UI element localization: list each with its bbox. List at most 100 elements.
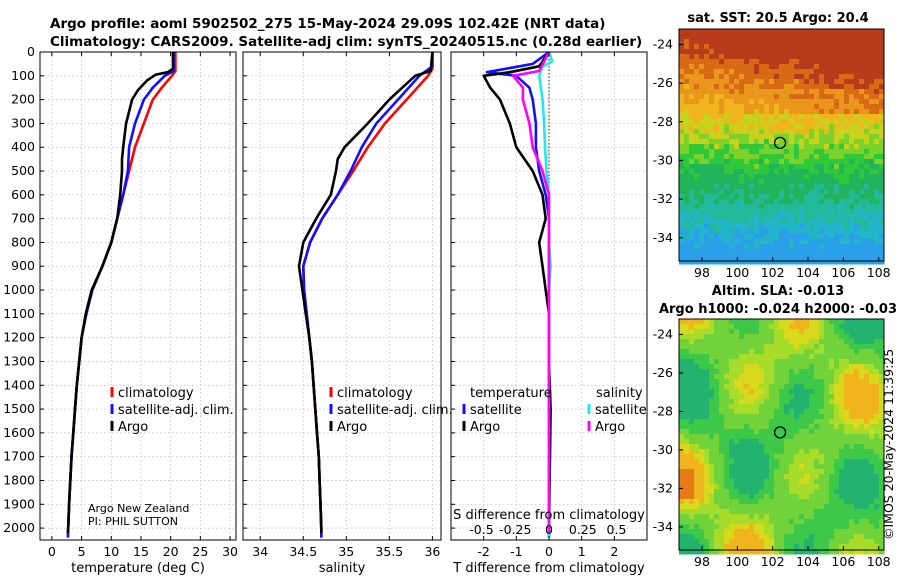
- heatmap-cell: [724, 349, 730, 355]
- heatmap-cell: [814, 184, 820, 190]
- heatmap-cell: [764, 174, 770, 180]
- heatmap-cell: [769, 349, 775, 355]
- heatmap-cell: [694, 134, 700, 140]
- heatmap-cell: [709, 184, 715, 190]
- heatmap-cell: [744, 399, 750, 405]
- heatmap-cell: [749, 119, 755, 125]
- heatmap-cell: [874, 374, 880, 380]
- heatmap-cell: [729, 109, 735, 115]
- heatmap-cell: [734, 379, 740, 385]
- heatmap-cell: [869, 199, 875, 205]
- heatmap-cell: [874, 349, 880, 355]
- heatmap-cell: [809, 29, 815, 35]
- heatmap-cell: [734, 429, 740, 435]
- heatmap-cell: [739, 164, 745, 170]
- heatmap-cell: [704, 179, 710, 185]
- heatmap-cell: [804, 259, 810, 265]
- heatmap-cell: [749, 419, 755, 425]
- heatmap-cell: [804, 529, 810, 535]
- heatmap-cell: [744, 454, 750, 460]
- heatmap-cell: [684, 149, 690, 155]
- heatmap-cell: [874, 524, 880, 530]
- heatmap-cell: [794, 129, 800, 135]
- heatmap-cell: [874, 549, 880, 555]
- heatmap-cell: [679, 479, 685, 485]
- heatmap-cell: [739, 54, 745, 60]
- heatmap-cell: [784, 524, 790, 530]
- heatmap-cell: [749, 344, 755, 350]
- heatmap-cell: [689, 369, 695, 375]
- heatmap-cell: [739, 319, 745, 325]
- heatmap-cell: [749, 339, 755, 345]
- heatmap-cell: [704, 544, 710, 550]
- heatmap-cell: [764, 144, 770, 150]
- heatmap-cell: [764, 44, 770, 50]
- heatmap-cell: [704, 29, 710, 35]
- heatmap-cell: [809, 69, 815, 75]
- heatmap-cell: [829, 479, 835, 485]
- axes-frame: [39, 51, 237, 541]
- heatmap-cell: [854, 34, 860, 40]
- heatmap-cell: [829, 214, 835, 220]
- heatmap-cell: [679, 414, 685, 420]
- heatmap-cell: [704, 344, 710, 350]
- heatmap-cell: [874, 174, 880, 180]
- heatmap-cell: [764, 324, 770, 330]
- heatmap-cell: [804, 69, 810, 75]
- heatmap-cell: [864, 429, 870, 435]
- heatmap-cell: [719, 464, 725, 470]
- heatmap-cell: [809, 514, 815, 520]
- heatmap-cell: [764, 489, 770, 495]
- heatmap-cell: [874, 79, 880, 85]
- heatmap-cell: [824, 394, 830, 400]
- heatmap-cell: [829, 64, 835, 70]
- heatmap-cell: [859, 214, 865, 220]
- heatmap-cell: [689, 374, 695, 380]
- heatmap-cell: [764, 534, 770, 540]
- heatmap-cell: [729, 399, 735, 405]
- heatmap-cell: [839, 89, 845, 95]
- heatmap-cell: [684, 544, 690, 550]
- heatmap-cell: [714, 169, 720, 175]
- heatmap-cell: [789, 104, 795, 110]
- heatmap-cell: [784, 184, 790, 190]
- heatmap-cell: [704, 49, 710, 55]
- heatmap-cell: [789, 464, 795, 470]
- heatmap-cell: [844, 419, 850, 425]
- heatmap-cell: [824, 44, 830, 50]
- heatmap-cell: [849, 139, 855, 145]
- heatmap-cell: [789, 384, 795, 390]
- heatmap-cell: [824, 439, 830, 445]
- heatmap-cell: [859, 159, 865, 165]
- heatmap-cell: [769, 439, 775, 445]
- heatmap-cell: [764, 109, 770, 115]
- heatmap-cell: [779, 139, 785, 145]
- heatmap-cell: [794, 134, 800, 140]
- heatmap-cell: [724, 509, 730, 515]
- heatmap-cell: [874, 119, 880, 125]
- figure-title-line-1: Argo profile: aoml 5902502_275 15-May-20…: [50, 16, 605, 32]
- heatmap-cell: [834, 424, 840, 430]
- heatmap-cell: [754, 504, 760, 510]
- heatmap-cell: [774, 454, 780, 460]
- heatmap-cell: [784, 529, 790, 535]
- heatmap-cell: [774, 114, 780, 120]
- heatmap-cell: [834, 449, 840, 455]
- heatmap-cell: [829, 84, 835, 90]
- heatmap-cell: [709, 169, 715, 175]
- heatmap-cell: [734, 234, 740, 240]
- heatmap-cell: [794, 389, 800, 395]
- heatmap-cell: [749, 74, 755, 80]
- heatmap-cell: [824, 429, 830, 435]
- heatmap-cell: [819, 259, 825, 265]
- heatmap-cell: [834, 184, 840, 190]
- heatmap-cell: [724, 354, 730, 360]
- heatmap-cell: [859, 409, 865, 415]
- heatmap-cell: [874, 409, 880, 415]
- heatmap-cell: [774, 329, 780, 335]
- heatmap-cell: [879, 469, 885, 475]
- heatmap-cell: [739, 244, 745, 250]
- heatmap-cell: [794, 489, 800, 495]
- heatmap-cell: [819, 319, 825, 325]
